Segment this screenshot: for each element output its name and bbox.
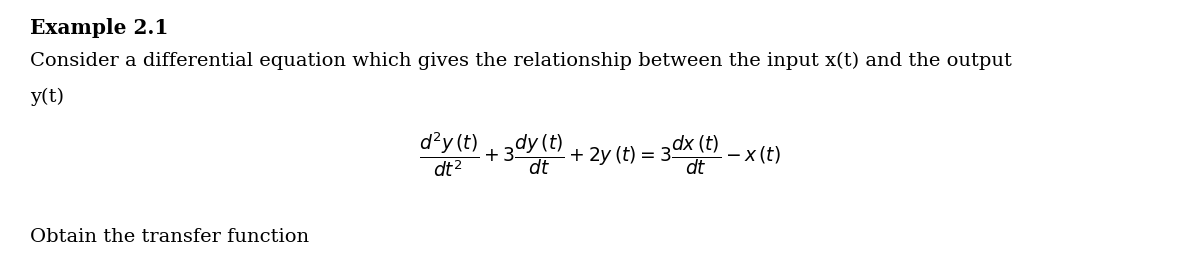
Text: Consider a differential equation which gives the relationship between the input : Consider a differential equation which g… <box>30 52 1012 70</box>
Text: Example 2.1: Example 2.1 <box>30 18 168 38</box>
Text: Obtain the transfer function: Obtain the transfer function <box>30 228 310 246</box>
Text: y(t): y(t) <box>30 88 64 106</box>
Text: $\dfrac{d^2y\,(t)}{dt^2} + 3\dfrac{dy\,(t)}{dt} + 2y\,(t) = 3\dfrac{dx\,(t)}{dt}: $\dfrac{d^2y\,(t)}{dt^2} + 3\dfrac{dy\,(… <box>419 131 781 179</box>
